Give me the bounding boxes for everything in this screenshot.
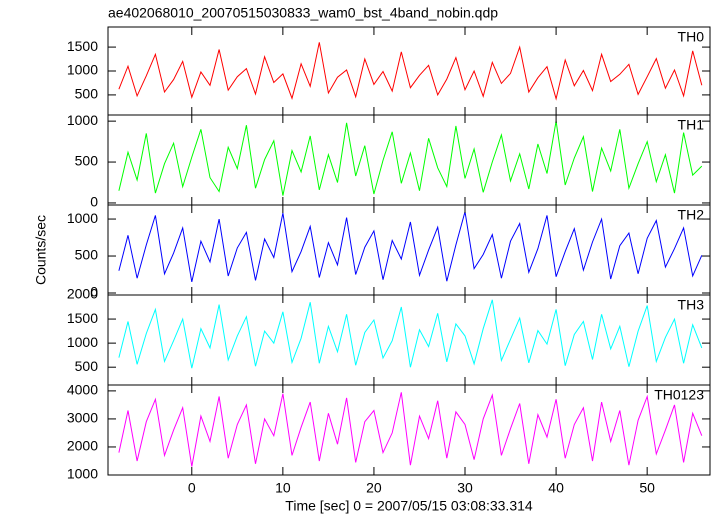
light-curve	[118, 299, 703, 369]
light-curve	[118, 121, 703, 196]
y-tick-label: 500	[75, 247, 99, 263]
y-tick-label: 3000	[67, 410, 98, 426]
y-tick-label: 1000	[67, 62, 98, 78]
light-curve	[118, 42, 703, 101]
panel-frame	[107, 114, 711, 206]
x-tick-label: 10	[275, 480, 291, 496]
panel-frame	[107, 204, 711, 296]
y-axis-label: Counts/sec	[33, 215, 49, 285]
y-tick-label: 500	[75, 358, 99, 374]
y-tick-label: 0	[90, 194, 98, 210]
x-tick-label: 30	[457, 480, 473, 496]
panel-label: TH3	[678, 297, 705, 313]
panel-label: TH0	[678, 29, 705, 45]
light-curve	[118, 211, 703, 283]
y-tick-label: 1500	[67, 38, 98, 54]
y-tick-label: 1000	[67, 334, 98, 350]
x-axis-label: Time [sec] 0 = 2007/05/15 03:08:33.314	[285, 498, 533, 514]
y-tick-label: 1000	[67, 112, 98, 128]
y-tick-label: 1500	[67, 310, 98, 326]
y-tick-label: 1000	[67, 466, 98, 482]
panel-frame	[107, 384, 711, 476]
panel-frame	[107, 26, 711, 116]
light-curve	[118, 392, 703, 467]
y-tick-label: 500	[75, 153, 99, 169]
y-tick-label: 0	[90, 284, 98, 300]
x-tick-label: 0	[188, 480, 196, 496]
chart-title: ae402068010_20070515030833_wam0_bst_4ban…	[108, 5, 498, 21]
y-tick-label: 2000	[67, 286, 98, 302]
x-tick-label: 50	[639, 480, 655, 496]
y-tick-label: 500	[75, 86, 99, 102]
x-tick-label: 20	[366, 480, 382, 496]
y-tick-label: 4000	[67, 382, 98, 398]
y-tick-label: 2000	[67, 438, 98, 454]
y-tick-label: 1000	[67, 210, 98, 226]
panel-label: TH1	[678, 117, 705, 133]
panel-label: TH2	[678, 207, 705, 223]
x-tick-label: 40	[548, 480, 564, 496]
panel-label: TH0123	[654, 387, 704, 403]
